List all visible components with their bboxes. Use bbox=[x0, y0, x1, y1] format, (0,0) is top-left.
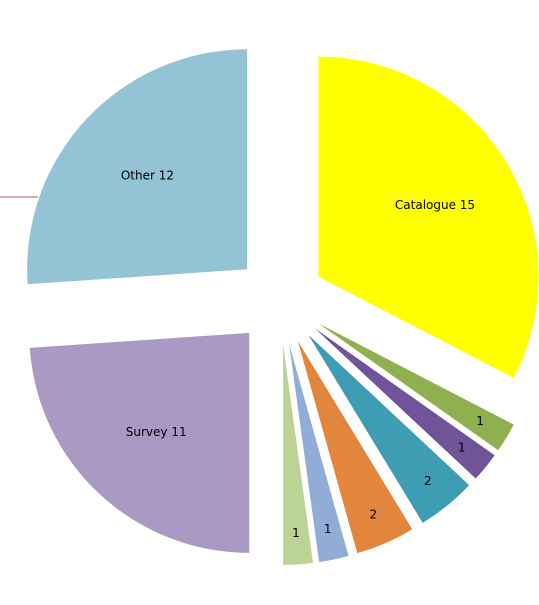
slice-label: 2 bbox=[424, 474, 432, 488]
pie-slice bbox=[318, 323, 514, 451]
pie-slice bbox=[289, 344, 349, 563]
slice-label: 1 bbox=[476, 414, 484, 428]
slice-label: 2 bbox=[369, 507, 377, 521]
pie-slice bbox=[318, 56, 539, 378]
slice-label: Other 12 bbox=[121, 169, 174, 183]
pie-slice bbox=[308, 334, 470, 523]
slice-label: 1 bbox=[292, 526, 300, 540]
slice-label: 1 bbox=[458, 440, 466, 454]
slice-label: Catalogue 15 bbox=[395, 198, 475, 212]
pie-slice bbox=[27, 49, 248, 285]
pie-slice bbox=[297, 341, 413, 554]
pie-slice bbox=[314, 328, 495, 479]
slice-label: 1 bbox=[324, 522, 332, 536]
pie-slice bbox=[283, 344, 314, 565]
pie-slice bbox=[29, 332, 250, 553]
slice-label: Survey 11 bbox=[126, 425, 187, 439]
